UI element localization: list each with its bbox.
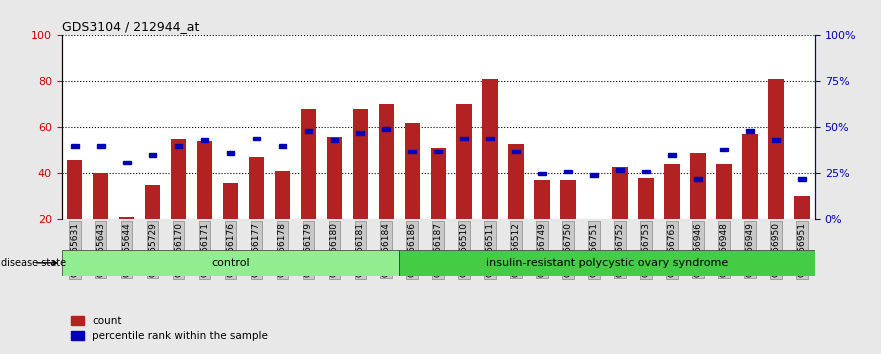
Bar xyxy=(305,129,313,133)
Bar xyxy=(694,177,702,181)
Bar xyxy=(70,144,78,148)
Bar xyxy=(794,196,810,219)
Bar xyxy=(223,183,238,219)
Bar xyxy=(174,144,182,148)
Bar xyxy=(612,166,628,219)
Bar xyxy=(642,170,650,173)
Bar xyxy=(513,149,520,153)
Bar xyxy=(201,138,209,142)
Bar xyxy=(382,127,390,131)
Bar xyxy=(357,131,364,135)
Bar xyxy=(668,153,676,157)
Bar xyxy=(798,177,806,181)
Bar xyxy=(639,178,654,219)
Bar xyxy=(275,171,290,219)
Bar xyxy=(434,149,442,153)
Bar xyxy=(720,148,728,152)
Bar xyxy=(352,109,368,219)
Bar xyxy=(461,137,468,140)
Bar xyxy=(327,137,342,219)
Text: insulin-resistant polycystic ovary syndrome: insulin-resistant polycystic ovary syndr… xyxy=(486,258,729,268)
Bar xyxy=(67,160,83,219)
Bar xyxy=(97,144,105,148)
Bar xyxy=(93,173,108,219)
Bar xyxy=(144,185,160,219)
Bar xyxy=(149,153,157,157)
Bar xyxy=(690,153,706,219)
FancyBboxPatch shape xyxy=(62,250,399,276)
FancyBboxPatch shape xyxy=(399,250,815,276)
Text: control: control xyxy=(211,258,250,268)
Bar xyxy=(456,104,472,219)
Text: disease state: disease state xyxy=(2,258,66,268)
Bar xyxy=(716,164,732,219)
Bar xyxy=(535,181,550,219)
Bar xyxy=(196,141,212,219)
Bar xyxy=(768,79,784,219)
Bar xyxy=(226,152,234,155)
Text: GDS3104 / 212944_at: GDS3104 / 212944_at xyxy=(62,20,199,33)
Bar xyxy=(486,137,494,140)
Bar xyxy=(379,104,394,219)
Bar xyxy=(508,143,524,219)
Bar xyxy=(560,181,576,219)
Bar xyxy=(122,161,130,164)
Bar xyxy=(742,134,758,219)
Bar xyxy=(616,168,624,172)
Bar xyxy=(404,123,420,219)
Legend: count, percentile rank within the sample: count, percentile rank within the sample xyxy=(67,312,272,345)
Bar xyxy=(300,109,316,219)
Bar xyxy=(483,79,498,219)
Bar xyxy=(253,137,261,140)
Bar xyxy=(119,217,135,219)
Bar xyxy=(590,173,598,177)
Bar xyxy=(564,170,572,173)
Bar xyxy=(772,138,780,142)
Bar xyxy=(664,164,680,219)
Bar xyxy=(278,144,286,148)
Bar xyxy=(248,157,264,219)
Bar xyxy=(409,149,416,153)
Bar xyxy=(538,172,546,175)
Bar xyxy=(330,138,338,142)
Bar xyxy=(171,139,187,219)
Bar xyxy=(587,219,602,222)
Bar xyxy=(746,129,754,133)
Bar xyxy=(431,148,446,219)
